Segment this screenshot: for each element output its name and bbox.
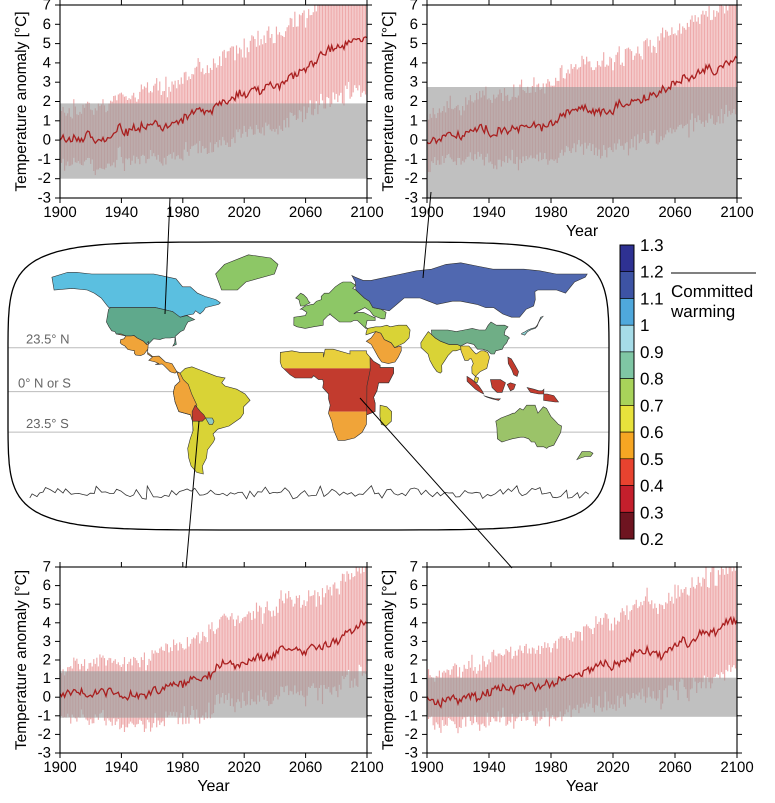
svg-text:1940: 1940 (472, 759, 505, 776)
svg-text:3: 3 (410, 74, 418, 91)
svg-text:-2: -2 (38, 726, 51, 743)
svg-text:0° N or S: 0° N or S (18, 376, 71, 391)
svg-text:5: 5 (43, 596, 51, 613)
svg-text:1: 1 (410, 112, 418, 129)
svg-text:Temperature anomaly [°C]: Temperature anomaly [°C] (13, 570, 30, 750)
svg-text:4: 4 (410, 54, 418, 71)
svg-text:1980: 1980 (534, 759, 567, 776)
svg-text:Year: Year (197, 778, 230, 795)
svg-text:1.3: 1.3 (640, 236, 664, 255)
svg-text:1900: 1900 (43, 204, 76, 221)
svg-text:1: 1 (43, 670, 51, 687)
svg-text:23.5° N: 23.5° N (26, 332, 70, 347)
svg-text:7: 7 (410, 559, 418, 576)
svg-text:2100: 2100 (720, 759, 753, 776)
svg-text:0.5: 0.5 (640, 450, 664, 469)
svg-text:2020: 2020 (228, 204, 261, 221)
svg-text:2100: 2100 (350, 204, 383, 221)
svg-text:-1: -1 (405, 707, 418, 724)
svg-text:2: 2 (410, 652, 418, 669)
svg-text:1900: 1900 (43, 759, 76, 776)
svg-text:2020: 2020 (596, 204, 629, 221)
svg-text:2060: 2060 (658, 759, 691, 776)
svg-text:-1: -1 (405, 151, 418, 168)
svg-text:1: 1 (640, 316, 649, 335)
svg-text:4: 4 (410, 614, 418, 631)
svg-text:6: 6 (43, 577, 51, 594)
svg-text:warming: warming (670, 302, 735, 321)
svg-text:Year: Year (566, 778, 599, 795)
svg-text:7: 7 (43, 559, 51, 576)
svg-text:1900: 1900 (410, 204, 443, 221)
svg-text:0.3: 0.3 (640, 503, 664, 522)
svg-text:2060: 2060 (289, 204, 322, 221)
svg-text:2060: 2060 (658, 204, 691, 221)
svg-text:0.2: 0.2 (640, 530, 664, 549)
svg-text:2100: 2100 (350, 759, 383, 776)
svg-text:2: 2 (43, 652, 51, 669)
svg-text:-2: -2 (405, 726, 418, 743)
svg-text:4: 4 (43, 54, 51, 71)
svg-text:5: 5 (410, 35, 418, 52)
svg-text:1940: 1940 (472, 204, 505, 221)
svg-text:Year: Year (566, 223, 599, 240)
svg-text:0.8: 0.8 (640, 370, 664, 389)
svg-text:-2: -2 (405, 170, 418, 187)
svg-text:1: 1 (410, 670, 418, 687)
svg-text:1.2: 1.2 (640, 263, 664, 282)
svg-text:3: 3 (43, 74, 51, 91)
svg-text:0: 0 (43, 689, 51, 706)
svg-text:2020: 2020 (596, 759, 629, 776)
svg-text:2100: 2100 (720, 204, 753, 221)
svg-text:0: 0 (410, 132, 418, 149)
svg-text:-1: -1 (38, 151, 51, 168)
svg-text:Temperature anomaly [°C]: Temperature anomaly [°C] (13, 11, 30, 191)
svg-text:Temperature anomaly [°C]: Temperature anomaly [°C] (380, 11, 397, 191)
svg-text:3: 3 (43, 633, 51, 650)
svg-text:1980: 1980 (166, 759, 199, 776)
svg-text:1940: 1940 (105, 759, 138, 776)
svg-text:0.7: 0.7 (640, 396, 664, 415)
svg-text:1940: 1940 (105, 204, 138, 221)
svg-text:Temperature anomaly [°C]: Temperature anomaly [°C] (380, 570, 397, 750)
svg-text:7: 7 (43, 0, 51, 14)
svg-text:1900: 1900 (410, 759, 443, 776)
svg-text:Committed: Committed (671, 282, 753, 301)
svg-text:1: 1 (43, 112, 51, 129)
svg-text:2: 2 (43, 93, 51, 110)
svg-text:1.1: 1.1 (640, 290, 664, 309)
svg-text:0: 0 (410, 689, 418, 706)
svg-text:2: 2 (410, 93, 418, 110)
svg-text:3: 3 (410, 633, 418, 650)
svg-text:1980: 1980 (166, 204, 199, 221)
svg-text:6: 6 (43, 16, 51, 33)
svg-text:5: 5 (43, 35, 51, 52)
svg-text:4: 4 (43, 614, 51, 631)
svg-text:5: 5 (410, 596, 418, 613)
svg-text:1980: 1980 (534, 204, 567, 221)
svg-text:0: 0 (43, 132, 51, 149)
svg-text:0.4: 0.4 (640, 477, 664, 496)
svg-text:-1: -1 (38, 707, 51, 724)
svg-text:7: 7 (410, 0, 418, 14)
svg-text:0.6: 0.6 (640, 423, 664, 442)
svg-text:2020: 2020 (228, 759, 261, 776)
svg-text:2060: 2060 (289, 759, 322, 776)
svg-text:6: 6 (410, 577, 418, 594)
svg-text:-2: -2 (38, 170, 51, 187)
svg-text:6: 6 (410, 16, 418, 33)
svg-text:0.9: 0.9 (640, 343, 664, 362)
svg-text:23.5° S: 23.5° S (26, 416, 69, 431)
